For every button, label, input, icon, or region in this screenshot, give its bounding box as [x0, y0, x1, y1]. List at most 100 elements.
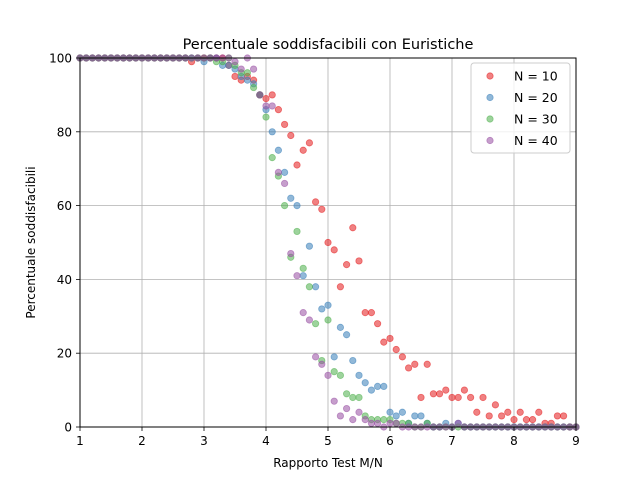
- data-point: [324, 316, 332, 324]
- data-point: [479, 393, 487, 402]
- data-point: [299, 146, 307, 154]
- data-point: [280, 179, 289, 188]
- data-point: [386, 408, 394, 416]
- data-point: [342, 261, 351, 269]
- legend-label: N = 10: [514, 69, 558, 84]
- x-tick-label: 1: [76, 434, 84, 448]
- data-point: [274, 106, 282, 114]
- data-point: [324, 371, 332, 379]
- data-point: [336, 371, 344, 379]
- data-point: [466, 393, 475, 402]
- data-point: [516, 408, 524, 416]
- data-point: [380, 416, 388, 424]
- data-point: [330, 397, 338, 405]
- data-point: [510, 416, 518, 424]
- data-point: [342, 404, 351, 413]
- data-point: [553, 412, 562, 420]
- data-point: [349, 356, 357, 365]
- data-point: [336, 412, 344, 420]
- x-tick-label: 8: [510, 434, 518, 448]
- data-point: [287, 249, 295, 258]
- data-point: [404, 364, 413, 372]
- y-axis-label: Percentuale soddisfacibili: [24, 166, 38, 318]
- x-axis-label: Rapporto Test M/N: [273, 456, 383, 470]
- data-point: [268, 128, 276, 136]
- y-tick-label: 40: [57, 273, 72, 287]
- data-point: [442, 386, 450, 394]
- data-point: [349, 393, 357, 402]
- data-point: [429, 390, 437, 398]
- data-point: [398, 408, 406, 416]
- data-point: [311, 198, 320, 206]
- legend-marker: [486, 136, 494, 145]
- data-point: [460, 386, 468, 394]
- data-point: [355, 393, 363, 402]
- legend-label: N = 30: [514, 112, 558, 127]
- data-point: [318, 305, 326, 313]
- data-point: [386, 419, 394, 427]
- legend-label: N = 20: [514, 90, 558, 105]
- y-tick-label: 60: [57, 199, 72, 213]
- data-point: [367, 419, 375, 427]
- data-point: [287, 131, 295, 140]
- data-point: [305, 283, 313, 291]
- series-n40: [76, 54, 580, 431]
- legend-frame: [470, 62, 571, 154]
- data-point: [355, 408, 363, 416]
- x-tick-label: 9: [572, 434, 580, 448]
- data-point: [485, 412, 493, 420]
- data-point: [243, 76, 251, 84]
- data-point: [225, 61, 233, 69]
- data-point: [293, 272, 301, 280]
- data-point: [231, 72, 239, 81]
- data-point: [299, 309, 307, 317]
- data-point: [305, 316, 313, 324]
- data-point: [268, 91, 276, 99]
- data-point: [342, 331, 351, 339]
- data-point: [293, 227, 301, 236]
- data-point: [559, 412, 568, 420]
- x-tick-label: 4: [262, 434, 270, 448]
- data-point: [373, 419, 382, 427]
- legend-marker: [486, 93, 494, 102]
- data-point: [324, 238, 332, 247]
- data-point: [528, 416, 537, 424]
- data-point: [367, 386, 375, 394]
- data-point: [250, 65, 258, 73]
- data-point: [342, 390, 351, 398]
- data-point: [361, 309, 369, 317]
- data-point: [274, 146, 282, 154]
- data-point: [417, 412, 425, 420]
- data-point: [411, 360, 419, 368]
- x-tick-label: 5: [324, 434, 332, 448]
- y-tick-label: 100: [49, 52, 72, 66]
- data-point: [268, 102, 276, 110]
- data-point: [311, 353, 320, 361]
- data-point: [361, 416, 369, 424]
- data-point: [293, 161, 301, 169]
- data-point: [386, 334, 394, 343]
- data-point: [280, 120, 289, 129]
- data-point: [473, 408, 481, 416]
- data-point: [373, 320, 382, 328]
- data-point: [318, 205, 326, 213]
- y-tick-label: 0: [64, 421, 72, 435]
- data-point: [293, 202, 301, 210]
- data-point: [299, 272, 307, 280]
- data-point: [250, 83, 258, 92]
- data-point: [243, 69, 251, 77]
- legend-label: N = 40: [514, 133, 558, 148]
- data-point: [417, 393, 425, 402]
- data-point: [535, 408, 543, 416]
- data-point: [392, 419, 400, 427]
- data-point: [435, 390, 444, 398]
- data-point: [305, 242, 313, 250]
- data-point: [398, 353, 406, 361]
- data-point: [231, 58, 239, 66]
- data-point: [305, 139, 313, 147]
- x-axis-ticks: 1 2 3 4 5 6 7 8 9: [76, 427, 580, 448]
- data-point: [454, 419, 462, 427]
- legend: N = 10 N = 20 N = 30 N = 40: [470, 62, 571, 154]
- data-point: [373, 382, 382, 391]
- data-point: [361, 379, 369, 387]
